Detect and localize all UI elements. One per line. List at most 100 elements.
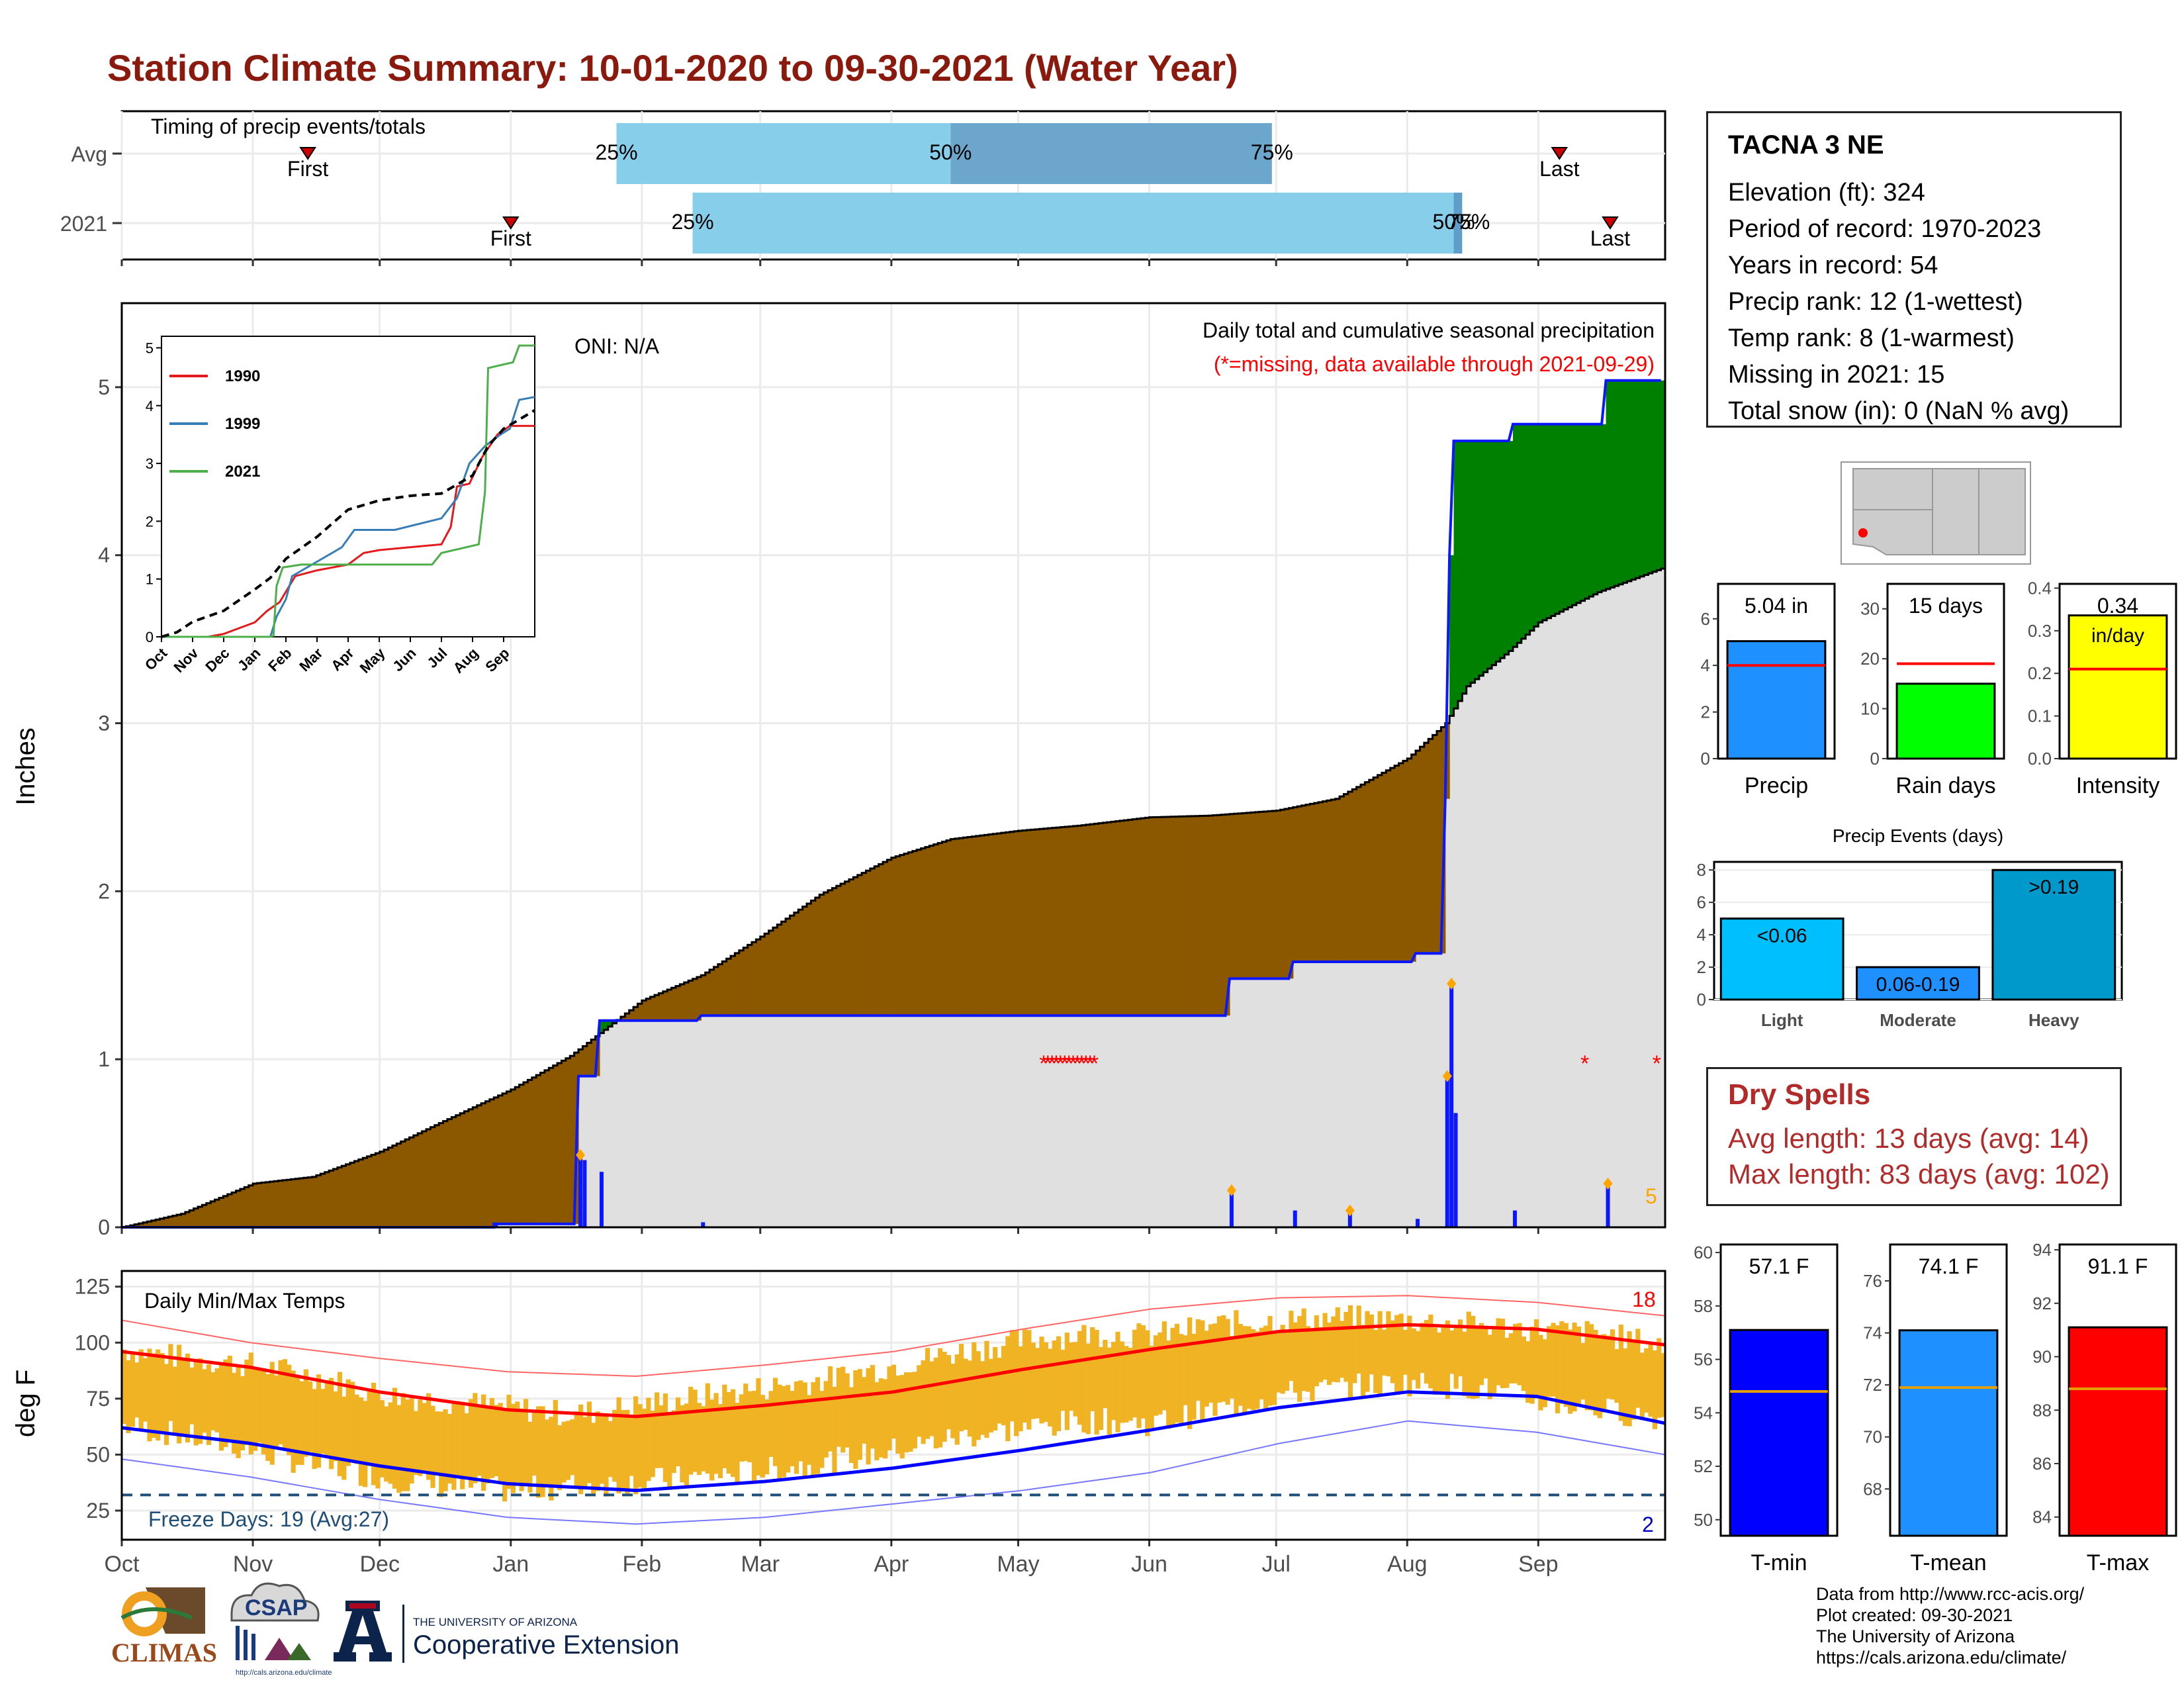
precip-deficit-fill (1343, 794, 1349, 962)
page-title: Station Climate Summary: 10-01-2020 to 0… (107, 47, 1238, 89)
temp-day-bar (717, 1404, 723, 1478)
temp-day-bar (1533, 1319, 1539, 1399)
temp-month-label: Dec (359, 1552, 399, 1577)
temp-day-bar (1259, 1327, 1264, 1399)
temp-day-bar (1238, 1324, 1243, 1406)
precip-frame (120, 302, 1666, 1229)
temp-day-bar (1026, 1330, 1032, 1430)
precip-title: Daily total and cumulative seasonal prec… (1203, 318, 1655, 342)
temp-day-bar (473, 1393, 478, 1483)
precip-deficit-fill (760, 936, 765, 1016)
station-name: TACNA 3 NE (1728, 130, 1884, 160)
precip-deficit-fill (959, 838, 964, 1016)
precip-deficit-fill (1090, 824, 1095, 1016)
precip-deficit-fill (1005, 832, 1011, 1016)
temp-day-bar (1263, 1325, 1269, 1409)
precip-deficit-fill (1420, 747, 1425, 954)
temp-day-bar (1136, 1323, 1142, 1429)
temp-day-bar (976, 1351, 981, 1440)
precip-deficit-fill (701, 975, 706, 1016)
stat-value-bar (2068, 1326, 2168, 1537)
temp-day-bar (1568, 1329, 1573, 1414)
temp-day-bar (1195, 1319, 1201, 1401)
precip-deficit-fill (561, 1060, 567, 1224)
precip-deficit-fill (189, 1210, 195, 1227)
temp-day-bar (142, 1358, 148, 1422)
temp-day-bar (126, 1360, 131, 1433)
timing-bar-50-75 (950, 123, 1272, 184)
temp-day-bar (1305, 1326, 1311, 1392)
temp-day-bar (1373, 1329, 1379, 1393)
temp-day-bar (688, 1386, 694, 1475)
precip-deficit-fill (637, 1004, 643, 1021)
precip-deficit-fill (1174, 816, 1179, 1016)
ua-logo[interactable]: THE UNIVERSITY OF ARIZONA Cooperative Ex… (334, 1601, 679, 1663)
precip-extreme-marker (1442, 1070, 1452, 1082)
temp-day-bar (777, 1384, 782, 1481)
temp-month-label: Nov (233, 1552, 273, 1577)
precip-missing-marker: * (1081, 1051, 1090, 1076)
precip-deficit-fill (1407, 758, 1412, 962)
precip-deficit-fill (1314, 803, 1319, 962)
ua-big-text: Cooperative Extension (413, 1630, 679, 1660)
temp-day-bar (853, 1370, 858, 1469)
precip-missing-marker: * (1060, 1051, 1069, 1076)
precip-surplus-fill (599, 1020, 604, 1033)
temp-day-bar (1360, 1325, 1366, 1399)
temp-day-bar (227, 1355, 232, 1442)
stat-ytick-label: 20 (1860, 649, 1880, 669)
precip-extreme-marker (1345, 1204, 1355, 1217)
temp-day-bar (1657, 1338, 1662, 1418)
precip-deficit-fill (726, 959, 731, 1016)
precip-deficit-fill (722, 961, 727, 1016)
csap-logo[interactable]: CSAP http://cals.arizona.edu/climate (230, 1582, 332, 1677)
precip-deficit-fill (185, 1212, 190, 1227)
precip-surplus-fill (1657, 380, 1662, 571)
precip-deficit-fill (629, 1010, 634, 1021)
temp-day-bar (1098, 1346, 1104, 1430)
precip-deficit-fill (384, 1149, 389, 1227)
precip-deficit-fill (1026, 829, 1032, 1016)
precip-deficit-fill (1187, 816, 1193, 1016)
stat-label: T-max (2087, 1550, 2149, 1575)
temp-day-bar (979, 1361, 985, 1435)
temp-day-bar (1043, 1342, 1048, 1423)
temp-day-bar (422, 1403, 427, 1472)
temp-day-bar (1343, 1311, 1349, 1382)
precip-deficit-fill (688, 980, 694, 1021)
precip-surplus-fill (1555, 424, 1560, 614)
precip-surplus-fill (1568, 424, 1573, 608)
temp-day-bar (709, 1399, 715, 1481)
temp-day-bar (1035, 1348, 1040, 1419)
temp-day-bar (760, 1395, 765, 1478)
precip-deficit-fill (430, 1127, 435, 1227)
precip-surplus-fill (1487, 441, 1492, 669)
temp-day-bar (1018, 1346, 1023, 1432)
temp-day-bar (1572, 1322, 1577, 1412)
precip-deficit-fill (591, 1039, 596, 1076)
temp-day-bar (1073, 1342, 1078, 1417)
temp-day-bar (384, 1406, 389, 1482)
precip-deficit-fill (1352, 789, 1357, 962)
precip-surplus-fill (1462, 441, 1467, 694)
precip-surplus-fill (1563, 424, 1569, 610)
precip-deficit-fill (447, 1119, 452, 1227)
precip-deficit-fill (371, 1154, 376, 1227)
precip-deficit-fill (1149, 817, 1154, 1016)
temp-day-bar (460, 1401, 465, 1489)
precip-deficit-fill (1081, 825, 1087, 1016)
climas-logo[interactable]: CLIMAS (111, 1587, 217, 1667)
precip-deficit-fill (1140, 818, 1146, 1016)
temp-day-bar (1289, 1311, 1294, 1382)
temp-avg-max-line (121, 1323, 1666, 1419)
temp-stats-charts: 50 52 54 56 58 60 57.1 F T-min 68 70 72 74 76 74.1 F T… (1694, 1240, 2177, 1575)
precip-deficit-fill (1043, 828, 1048, 1016)
precip-deficit-fill (1390, 768, 1395, 962)
precip-deficit-fill (1381, 773, 1387, 962)
precip-deficit-fill (1216, 815, 1222, 1016)
temp-day-bar (1039, 1336, 1044, 1424)
events-bar-label: 0.06-0.19 (1876, 974, 1960, 996)
temp-day-bar (772, 1378, 778, 1466)
